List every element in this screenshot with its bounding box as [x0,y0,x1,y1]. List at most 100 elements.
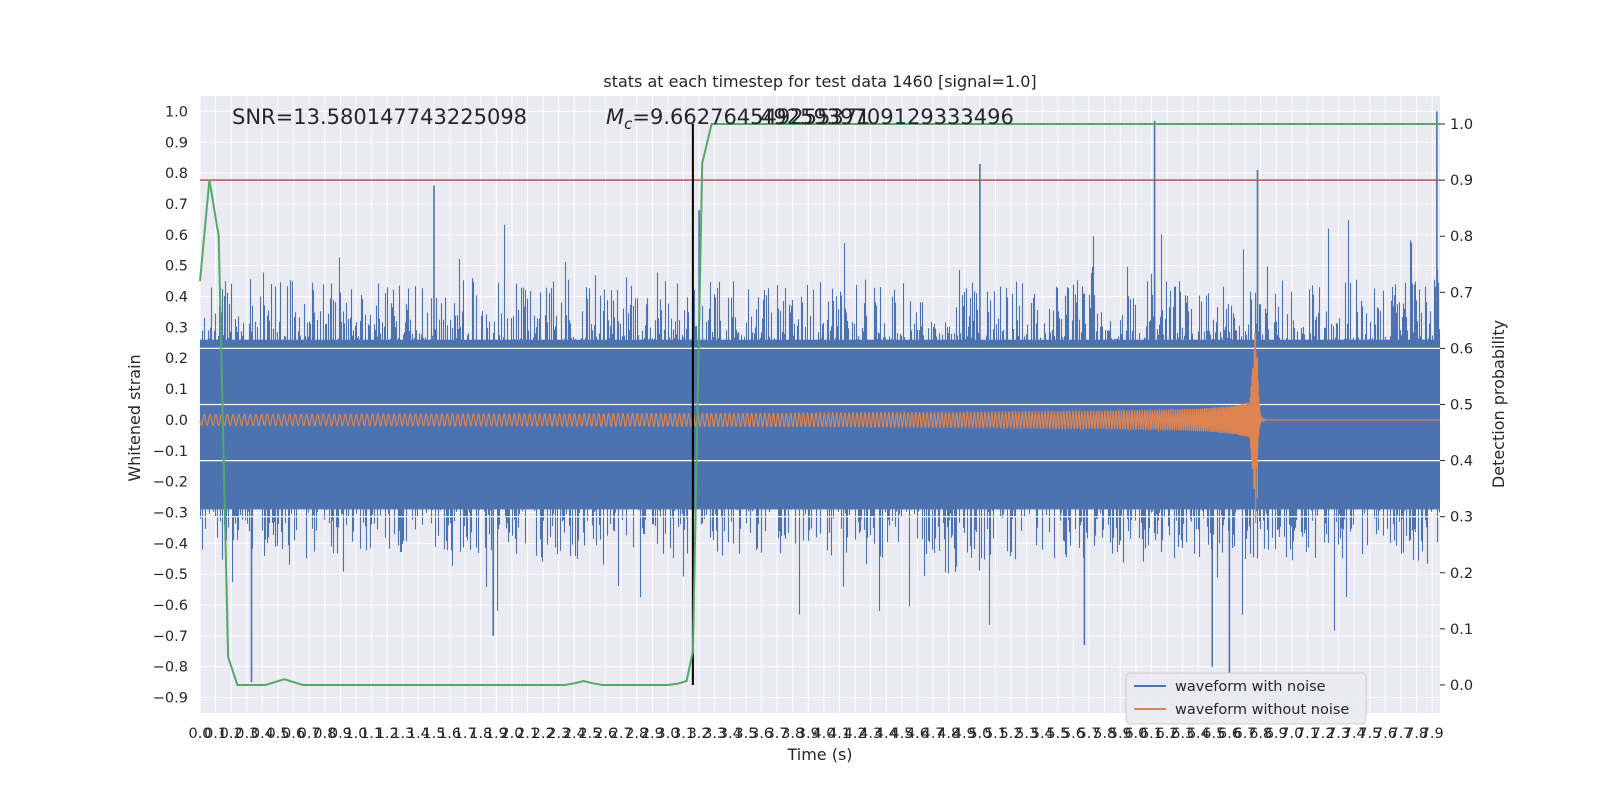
x-tick-label: 2.0 [500,726,523,742]
x-tick-label: 6.2 [1156,726,1179,742]
x-tick-label: 3.9 [797,726,820,742]
x-tick-label: 1.2 [376,726,399,742]
x-tick-label: 1.5 [422,726,445,742]
y-tick-label: −0.7 [153,629,188,645]
x-tick-label: 2.3 [547,726,570,742]
snr-annotation: SNR=13.580147743225098 [232,105,527,129]
y2-tick-label: 0.7 [1450,285,1473,301]
y-tick-label: 0.6 [165,228,188,244]
x-tick-label: 3.2 [688,726,711,742]
y2-tick-label: 0.9 [1450,173,1473,189]
series-waveform-without-noise [199,332,1440,524]
x-tick-label: 1.9 [485,726,508,742]
x-tick-label: 1.4 [407,726,430,742]
y-tick-label: 0.4 [165,290,188,306]
x-tick-label: 3.4 [719,726,742,742]
y-axis-ticks: −0.9 −0.8 −0.7 −0.6 −0.5 −0.4 −0.3 −0.2 −0.1 0.0 0… [153,104,188,706]
x-tick-label: 3.8 [781,726,804,742]
x-tick-label: 1.6 [438,726,461,742]
y-tick-label: −0.4 [153,536,188,552]
x-tick-label: 5.9 [1109,726,1132,742]
x-tick-label: 4.6 [906,726,929,742]
x-tick-label: 4.4 [875,726,898,742]
y2-tick-label: 1.0 [1450,117,1473,133]
y2-tick-label: 0.5 [1450,398,1473,414]
mc-subscript: c [624,115,633,133]
x-tick-label: 4.8 [937,726,960,742]
mc-symbol: M [606,105,624,129]
legend-label-clean: waveform without noise [1175,702,1349,718]
x-tick-label: 3.1 [672,726,695,742]
x-tick-label: 6.0 [1124,726,1147,742]
y2-tick-label: 0.6 [1450,341,1473,357]
mc-value: =9.662764549255371 [632,105,870,129]
x-tick-label: 5.8 [1093,726,1116,742]
x-tick-label: 2.8 [625,726,648,742]
y-tick-label: 0.2 [165,351,188,367]
x-tick-label: 7.3 [1327,726,1350,742]
y-tick-label: −0.9 [153,691,188,707]
x-tick-label: 4.1 [828,726,851,742]
x-tick-label: 2.6 [594,726,617,742]
x-tick-label: 4.5 [890,726,913,742]
y-tick-label: 0.1 [165,382,188,398]
white-horizontal-lines [200,347,1440,518]
x-tick-label: 1.8 [469,726,492,742]
x-tick-label: 7.4 [1343,726,1366,742]
x-tick-label: 6.3 [1171,726,1194,742]
x-tick-label: 2.5 [578,726,601,742]
mc-annotation: Mc=9.662764549255371 [606,105,870,133]
x-tick-label: 3.6 [750,726,773,742]
x-tick-label: 2.4 [563,726,586,742]
x-tick-label: 4.3 [859,726,882,742]
y-tick-label: −0.8 [153,660,188,676]
mc-overlap-annotation: 4925939709129333496 [760,105,1014,129]
y-tick-label: −0.5 [153,567,188,583]
x-tick-label: 4.9 [953,726,976,742]
x-tick-label: 0.5 [266,726,289,742]
y2-axis-ticks: 0.0 0.1 0.2 0.3 0.4 0.5 0.6 0.7 0.8 0.9 1.0 [1440,117,1473,694]
x-tick-label: 7.0 [1280,726,1303,742]
x-tick-label: 0.0 [188,726,211,742]
x-tick-label: 0.4 [251,726,274,742]
y-tick-label: 0.7 [165,197,188,213]
x-tick-label: 3.7 [766,726,789,742]
x-tick-label: 0.7 [298,726,321,742]
y-tick-label: −0.1 [153,444,188,460]
x-tick-label: 5.2 [1000,726,1023,742]
clean-trace [199,332,1440,524]
x-tick-label: 7.6 [1374,726,1397,742]
y2-tick-label: 0.3 [1450,510,1473,526]
x-tick-label: 1.7 [454,726,477,742]
x-tick-label: 2.7 [610,726,633,742]
x-tick-label: 7.9 [1421,726,1444,742]
x-tick-label: 7.2 [1311,726,1334,742]
y2-tick-label: 0.8 [1450,229,1473,245]
x-tick-label: 0.8 [313,726,336,742]
x-tick-label: 3.5 [734,726,757,742]
y-tick-label: −0.6 [153,598,188,614]
legend-box [1125,672,1367,725]
x-tick-label: 6.6 [1218,726,1241,742]
x-tick-label: 5.3 [1015,726,1038,742]
x-tick-label: 5.1 [984,726,1007,742]
y2-tick-label: 0.4 [1450,454,1473,470]
x-tick-label: 5.6 [1062,726,1085,742]
x-tick-label: 0.9 [329,726,352,742]
x-axis-label: Time (s) [786,745,852,764]
x-tick-label: 6.7 [1234,726,1257,742]
x-tick-label: 7.5 [1358,726,1381,742]
x-tick-label: 0.1 [204,726,227,742]
x-tick-label: 0.2 [220,726,243,742]
x-tick-label: 5.0 [968,726,991,742]
x-tick-label: 1.3 [391,726,414,742]
x-tick-label: 5.5 [1046,726,1069,742]
y-tick-label: 0.8 [165,166,188,182]
x-tick-label: 6.5 [1202,726,1225,742]
y-axis-label: Whitened strain [125,354,144,481]
x-tick-label: 3.0 [656,726,679,742]
y2-tick-label: 0.0 [1450,678,1473,694]
x-tick-label: 6.8 [1249,726,1272,742]
y2-tick-label: 0.1 [1450,622,1473,638]
y-tick-label: −0.3 [153,505,188,521]
